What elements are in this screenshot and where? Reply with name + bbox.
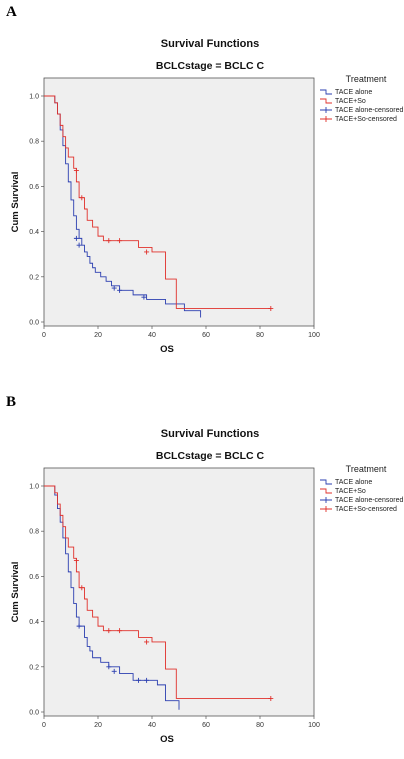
series-line-tace-alone xyxy=(44,95,202,318)
x-tick-label: 100 xyxy=(308,722,320,729)
chart-panel-b: B Survival Functions BCLCstage = BCLC C … xyxy=(0,390,404,759)
legend-swatch xyxy=(320,98,332,104)
panel-label: A xyxy=(6,4,17,20)
legend-swatch xyxy=(320,89,332,95)
y-tick-label: 0.6 xyxy=(29,574,39,581)
y-axis-label: Cum Survival xyxy=(10,562,21,623)
censor-mark xyxy=(73,558,79,564)
chart-title: Survival Functions xyxy=(160,38,260,50)
y-tick-label: 1.0 xyxy=(29,94,39,101)
legend-swatch xyxy=(320,488,332,494)
censor-mark xyxy=(117,287,123,293)
x-tick-label: 40 xyxy=(148,332,156,339)
legend-label: TACE+So-censored xyxy=(335,116,397,123)
censor-mark xyxy=(106,238,112,244)
chart-panel-a: A Survival Functions BCLCstage = BCLC C … xyxy=(0,0,404,369)
y-tick-label: 0.8 xyxy=(29,529,39,536)
panel-label: B xyxy=(6,394,17,410)
y-tick-label: 0.2 xyxy=(29,274,39,281)
y-tick-label: 0.0 xyxy=(29,710,39,717)
x-axis-label: OS xyxy=(160,344,174,355)
legend-swatch xyxy=(320,107,332,113)
y-tick-label: 0.8 xyxy=(29,139,39,146)
x-tick-label: 20 xyxy=(94,722,102,729)
censor-mark xyxy=(106,664,112,670)
y-tick-label: 0.2 xyxy=(29,664,39,671)
legend-label: TACE alone-censored xyxy=(335,497,403,504)
y-tick-label: 1.0 xyxy=(29,484,39,491)
legend-label: TACE+So xyxy=(335,98,366,105)
censor-mark xyxy=(111,285,117,291)
y-tick-label: 0.4 xyxy=(29,229,39,236)
legend-label: TACE alone xyxy=(335,89,372,96)
censor-mark xyxy=(79,195,85,201)
censor-mark xyxy=(117,628,123,634)
censor-mark xyxy=(144,639,150,645)
y-tick-label: 0.6 xyxy=(29,184,39,191)
legend-label: TACE alone xyxy=(335,479,372,486)
x-tick-label: 40 xyxy=(148,722,156,729)
x-tick-label: 0 xyxy=(42,722,46,729)
legend-swatch xyxy=(320,479,332,485)
x-tick-label: 80 xyxy=(256,722,264,729)
legend-title: Treatment xyxy=(346,74,387,84)
legend-swatch xyxy=(320,116,332,122)
y-tick-label: 0.4 xyxy=(29,619,39,626)
legend-label: TACE alone-censored xyxy=(335,107,403,114)
legend-swatch xyxy=(320,506,332,512)
censor-mark xyxy=(268,305,274,311)
x-tick-label: 0 xyxy=(42,332,46,339)
y-axis-label: Cum Survival xyxy=(10,172,21,233)
plot-area xyxy=(43,467,315,717)
plot-area xyxy=(43,77,315,327)
legend-title: Treatment xyxy=(346,464,387,474)
censor-mark xyxy=(76,242,82,248)
censor-mark xyxy=(73,235,79,241)
censor-mark xyxy=(144,249,150,255)
survival-plot: 0 20 40 60 80 100 0.0 0.2 0.4 0.6 0.8 1.0 OS Cum Surv… xyxy=(10,464,403,745)
censor-mark xyxy=(76,623,82,629)
x-axis-label: OS xyxy=(160,734,174,745)
legend-label: TACE+So xyxy=(335,488,366,495)
censor-mark xyxy=(136,677,141,683)
censor-mark xyxy=(79,585,85,591)
chart-title: Survival Functions xyxy=(160,428,260,440)
censor-mark xyxy=(144,677,150,683)
censor-mark xyxy=(141,294,147,300)
censor-mark xyxy=(111,668,117,674)
x-tick-label: 20 xyxy=(94,332,102,339)
x-tick-label: 60 xyxy=(202,722,210,729)
censor-mark xyxy=(268,695,274,701)
y-tick-label: 0.0 xyxy=(29,320,39,327)
chart-subtitle: BCLCstage = BCLC C xyxy=(155,450,265,462)
censor-mark xyxy=(106,628,112,634)
survival-plot: 0 20 40 60 80 100 0.0 0.2 0.4 0.6 0.8 1.0 OS Cum Surv… xyxy=(10,74,403,355)
censor-mark xyxy=(117,238,123,244)
x-tick-label: 80 xyxy=(256,332,264,339)
legend-label: TACE+So-censored xyxy=(335,506,397,513)
x-tick-label: 100 xyxy=(308,332,320,339)
x-tick-label: 60 xyxy=(202,332,210,339)
chart-subtitle: BCLCstage = BCLC C xyxy=(155,60,265,72)
legend-swatch xyxy=(320,497,332,503)
censor-mark xyxy=(73,168,79,174)
